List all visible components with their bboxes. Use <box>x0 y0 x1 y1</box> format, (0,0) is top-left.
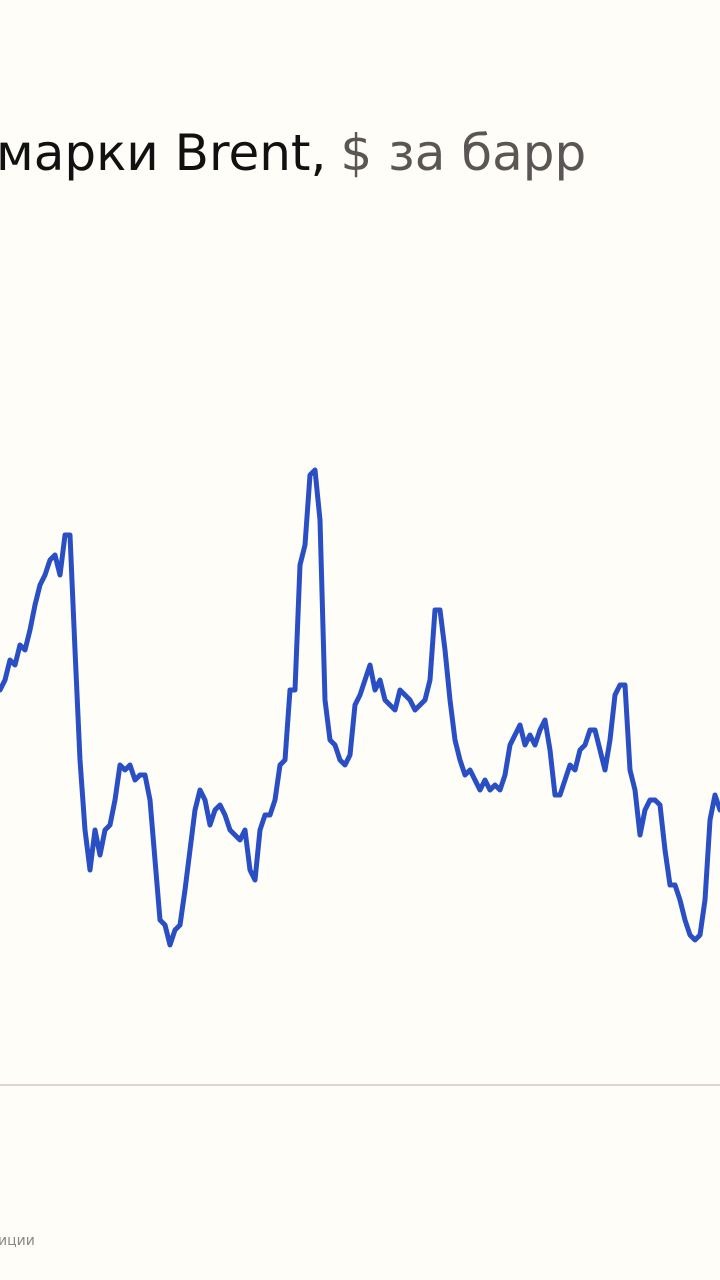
footer-note: иции <box>0 1233 35 1249</box>
chart-heading: марки Brent, $ за барр <box>0 124 586 182</box>
price-line <box>0 467 720 948</box>
chart-unit: $ за барр <box>340 124 586 182</box>
chart-title: марки Brent, <box>0 124 326 182</box>
